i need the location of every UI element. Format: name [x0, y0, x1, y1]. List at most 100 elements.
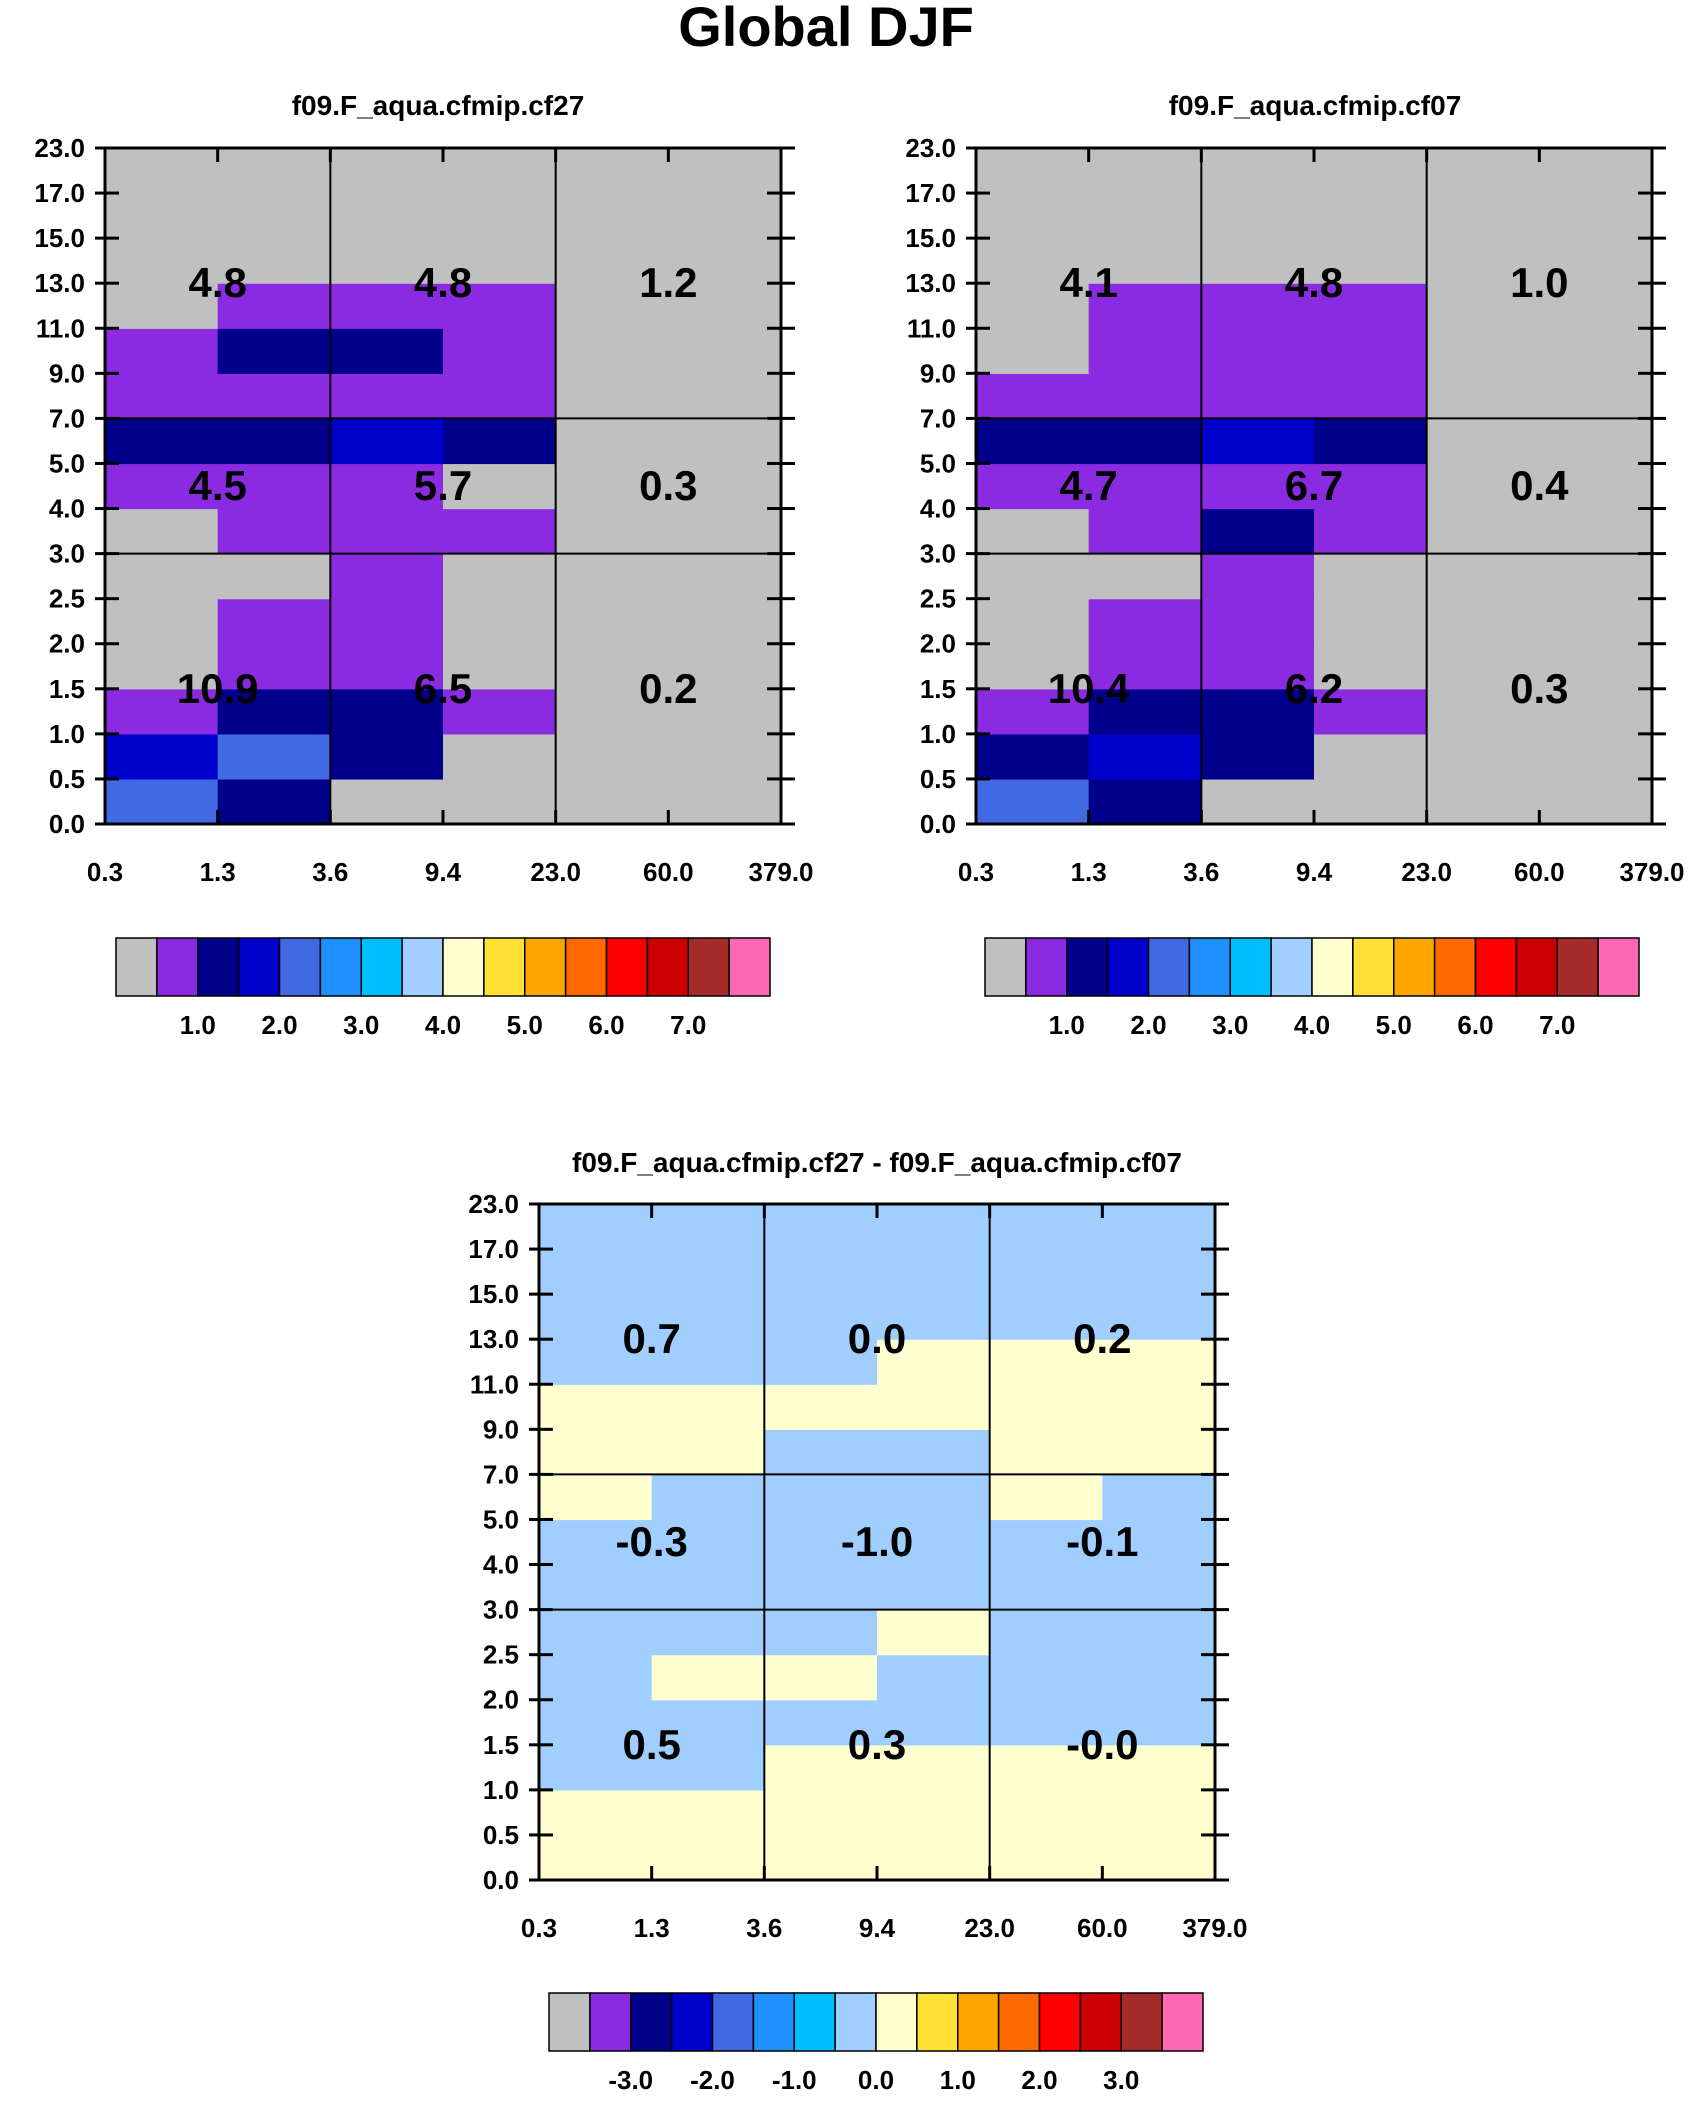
heat-cell: [1314, 418, 1428, 465]
colorbar-swatch: [834, 1992, 877, 2052]
panel-3: 0.3 1.3 3.6 9.4 23.0 60.0 379.0 0.0 0.5 1.0 1.5 2.0…: [468, 1189, 1247, 1943]
y-tick-label: 0.0: [483, 1865, 519, 1895]
y-tick-label: 1.0: [920, 719, 956, 749]
heat-cell: [443, 283, 557, 329]
panel-1-title: f09.F_aqua.cfmip.cf27: [292, 90, 585, 121]
heat-cell: [651, 1519, 765, 1566]
colorbar-label: 6.0: [588, 1010, 624, 1040]
heat-cell: [1426, 463, 1540, 510]
colorbar-swatch: [875, 1992, 918, 2052]
heat-cell: [539, 1699, 653, 1746]
heat-cell: [1102, 1294, 1216, 1340]
heat-cell: [1314, 733, 1428, 780]
y-tick-label: 1.0: [49, 719, 85, 749]
heat-cell: [1314, 373, 1428, 419]
colorbar-label: 2.0: [1021, 2065, 1057, 2095]
box-value: 4.1: [1059, 259, 1117, 306]
y-tick-label: 11.0: [470, 1369, 519, 1399]
heat-cell: [1088, 238, 1202, 284]
heat-cell: [217, 688, 331, 735]
heat-cell: [1314, 238, 1428, 284]
heat-cell: [1102, 1474, 1216, 1521]
colorbar-swatch: [1597, 937, 1640, 997]
heat-cell: [989, 1204, 1103, 1250]
panel-2: 0.3 1.3 3.6 9.4 23.0 60.0 379.0 0.0 0.5 1.0 1.5 2.0…: [905, 133, 1684, 887]
heat-cell: [539, 1564, 653, 1611]
box-value: 4.8: [414, 259, 472, 306]
colorbar-swatch: [1066, 937, 1109, 997]
heat-cell: [1539, 328, 1653, 374]
box-value: 0.7: [622, 1315, 680, 1362]
colorbar-swatch: [237, 937, 281, 997]
heat-cell: [1088, 508, 1202, 555]
heat-cell: [1201, 193, 1315, 239]
heat-cell: [330, 418, 444, 465]
y-tick-label: 1.5: [920, 674, 956, 704]
heat-cell: [105, 778, 219, 825]
panel-3-title: f09.F_aqua.cfmip.cf27 - f09.F_aqua.cfmip…: [572, 1147, 1182, 1178]
colorbar-label: 5.0: [507, 1010, 543, 1040]
heat-cell: [976, 463, 1090, 510]
heat-cell: [330, 193, 444, 239]
heat-cell: [105, 508, 219, 555]
colorbar-label: 5.0: [1376, 1010, 1412, 1040]
heat-cell: [877, 1789, 991, 1836]
heat-cell: [1088, 283, 1202, 329]
heat-cell: [330, 328, 444, 374]
colorbar-swatch: [483, 937, 526, 997]
y-tick-label: 17.0: [468, 1234, 519, 1264]
heat-cell: [555, 283, 669, 329]
heat-cell: [1088, 373, 1202, 419]
heat-cell: [877, 1834, 991, 1881]
heat-cell: [105, 643, 219, 690]
heat-cell: [217, 373, 331, 419]
y-tick-label: 15.0: [468, 1279, 519, 1309]
heat-cell: [976, 328, 1090, 374]
heat-cell: [539, 1294, 653, 1340]
box-value: -0.0: [1066, 1721, 1138, 1768]
heat-cell: [651, 1429, 765, 1475]
colorbar-label: 2.0: [261, 1010, 297, 1040]
heat-cell: [651, 1384, 765, 1430]
heat-cell: [217, 598, 331, 645]
colorbar-swatch: [589, 1992, 632, 2052]
heat-cell: [1426, 598, 1540, 645]
heat-cell: [555, 688, 669, 735]
colorbar-swatch: [1188, 937, 1232, 997]
y-tick-label: 4.0: [49, 494, 85, 524]
colorbar-swatch: [752, 1992, 796, 2052]
heat-cell: [651, 1564, 765, 1611]
heat-cell: [668, 328, 782, 374]
heat-cell: [1201, 283, 1315, 329]
heat-cell: [555, 193, 669, 239]
heat-cell: [1426, 283, 1540, 329]
colorbar-swatch: [957, 1992, 1000, 2052]
colorbar-swatch: [1393, 937, 1436, 997]
heat-cell: [651, 1789, 765, 1836]
heat-cell: [1102, 1519, 1216, 1566]
box-value: -0.1: [1066, 1518, 1138, 1565]
colorbar-swatch: [1120, 1992, 1163, 2052]
x-tick-label: 379.0: [1182, 1913, 1247, 1943]
heat-cell: [217, 328, 331, 374]
y-tick-label: 2.5: [920, 584, 956, 614]
heat-cell: [217, 238, 331, 284]
heat-cell: [330, 553, 444, 600]
colorbar-1: 1.0 2.0 3.0 4.0 5.0 6.0 7.0: [115, 937, 771, 1040]
heat-cell: [539, 1789, 653, 1836]
box-value: 1.2: [639, 259, 697, 306]
heat-cell: [1201, 418, 1315, 465]
colorbar-swatch: [197, 937, 240, 997]
heat-cell: [976, 598, 1090, 645]
heat-cell: [1102, 1204, 1216, 1250]
heat-cell: [989, 1294, 1103, 1340]
box-value: -1.0: [841, 1518, 913, 1565]
heat-cell: [1426, 373, 1540, 419]
heat-cell: [1201, 733, 1315, 780]
box-value: 5.7: [414, 462, 472, 509]
heat-cell: [877, 1429, 991, 1475]
heat-cell: [651, 1339, 765, 1385]
colorbar-swatch: [1038, 1992, 1082, 2052]
colorbar-swatch: [1106, 937, 1150, 997]
